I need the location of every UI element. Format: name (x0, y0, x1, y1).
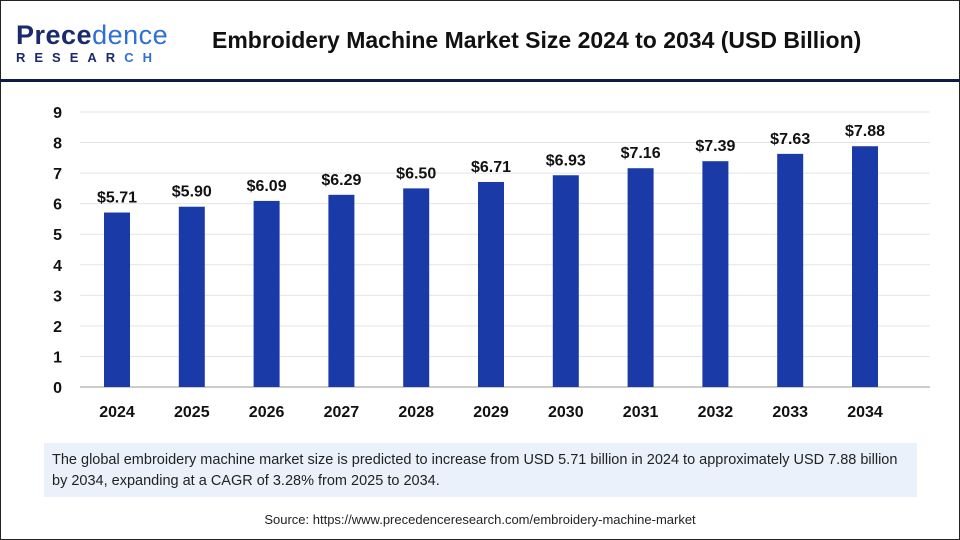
data-label: $6.29 (321, 172, 361, 189)
bar (852, 146, 878, 387)
chart-title: Embroidery Machine Market Size 2024 to 2… (212, 27, 862, 53)
y-tick-label: 3 (53, 288, 62, 305)
caption: The global embroidery machine market siz… (44, 443, 917, 497)
x-tick-label: 2033 (772, 404, 808, 421)
x-tick-label: 2024 (99, 404, 135, 421)
data-label: $6.93 (546, 152, 586, 169)
y-tick-label: 8 (53, 136, 62, 153)
data-label: $6.09 (247, 178, 287, 195)
bar (777, 153, 804, 387)
x-tick-label: 2031 (623, 404, 659, 421)
data-label: $6.50 (396, 165, 436, 182)
y-tick-label: 2 (53, 319, 62, 336)
data-label: $7.88 (845, 123, 885, 140)
bar (627, 168, 654, 387)
y-tick-label: 5 (53, 227, 62, 244)
bar (552, 175, 579, 387)
bar (702, 161, 729, 387)
y-tick-label: 1 (53, 349, 62, 366)
x-tick-label: 2026 (249, 404, 285, 421)
bar (253, 200, 280, 387)
x-tick-label: 2032 (698, 404, 734, 421)
header-divider (0, 79, 960, 82)
logo: Precedence RESEARCH (16, 20, 169, 66)
data-label: $6.71 (471, 159, 511, 176)
data-label: $7.39 (695, 138, 735, 155)
x-tick-label: 2027 (324, 404, 360, 421)
bar (403, 188, 430, 387)
data-label: $5.71 (97, 190, 137, 207)
bar (104, 212, 130, 387)
bar-chart: 0 1 2 3 4 5 6 7 8 9 $5.71 2024 $5.90 2025 $6.09 2026 $6.… (53, 105, 930, 421)
data-label: $7.16 (621, 145, 661, 162)
bar (178, 206, 205, 387)
x-tick-label: 2034 (847, 404, 883, 421)
y-tick-label: 7 (53, 166, 62, 183)
y-tick-label: 4 (53, 258, 62, 275)
bar (328, 194, 355, 387)
x-tick-label: 2025 (174, 404, 210, 421)
x-tick-label: 2029 (473, 404, 509, 421)
x-tick-label: 2030 (548, 404, 584, 421)
data-label: $5.90 (172, 184, 212, 201)
x-tick-label: 2028 (398, 404, 434, 421)
source-note: Source: https://www.precedenceresearch.c… (264, 512, 696, 527)
data-label: $7.63 (770, 131, 810, 148)
y-tick-label: 0 (53, 380, 62, 397)
y-tick-label: 6 (53, 197, 62, 214)
bar (478, 181, 504, 387)
y-tick-label: 9 (53, 105, 62, 122)
